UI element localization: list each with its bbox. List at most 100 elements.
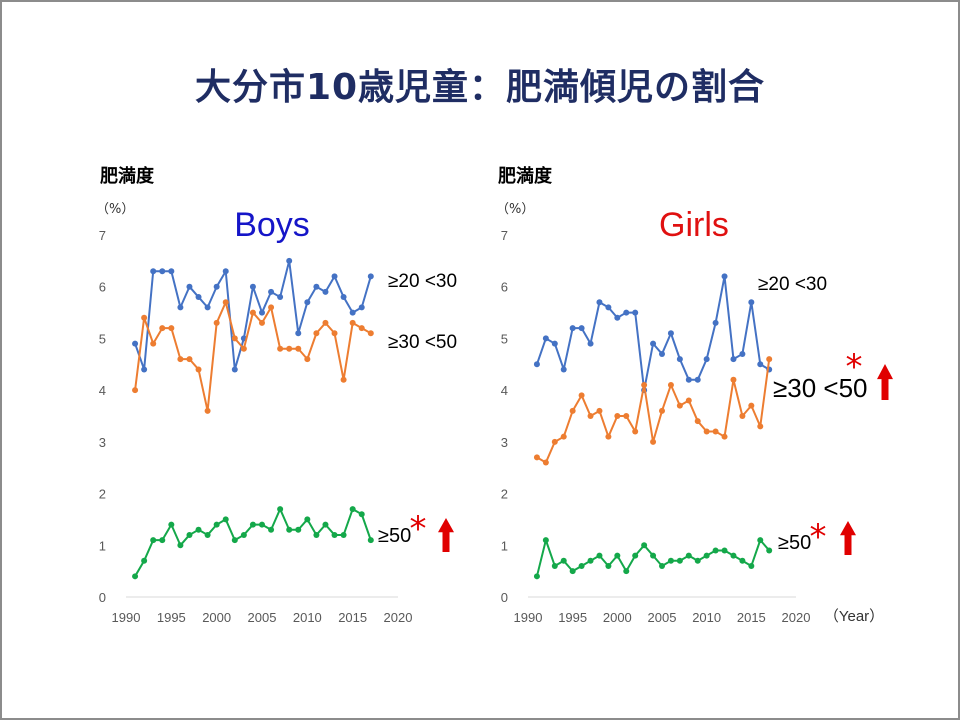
up-arrow-icon — [840, 521, 856, 555]
data-point — [650, 438, 657, 445]
data-point — [632, 552, 639, 559]
data-point — [659, 562, 665, 569]
data-point — [286, 345, 293, 352]
y-tick-label: 2 — [501, 487, 508, 502]
data-point — [286, 526, 293, 533]
y-tick-label: 2 — [99, 487, 106, 502]
data-point — [596, 407, 603, 414]
data-point — [349, 309, 356, 316]
data-point — [685, 552, 692, 559]
data-point — [195, 294, 202, 301]
data-point — [186, 283, 193, 290]
data-point — [240, 345, 247, 352]
y-tick-label: 1 — [99, 538, 106, 553]
x-tick-label: 2010 — [293, 610, 322, 625]
data-point — [186, 356, 193, 363]
data-point — [213, 319, 220, 326]
data-point — [623, 309, 630, 316]
y-tick-label: 6 — [99, 280, 106, 295]
y-tick-label: 3 — [501, 435, 508, 450]
data-point — [712, 428, 719, 435]
data-point — [685, 376, 692, 383]
y-tick-label: 6 — [501, 280, 508, 295]
data-point — [132, 387, 139, 394]
data-point — [259, 309, 265, 316]
data-point — [295, 330, 302, 337]
data-point — [712, 547, 719, 554]
data-point — [313, 330, 320, 337]
data-point — [569, 407, 576, 414]
data-point — [240, 531, 247, 538]
data-point — [703, 356, 710, 363]
data-point — [331, 273, 338, 280]
data-point — [132, 340, 139, 347]
x-tick-label: 2020 — [384, 610, 413, 625]
y-tick-label: 0 — [99, 590, 106, 605]
series-line — [134, 508, 372, 577]
data-point — [569, 568, 576, 575]
data-point — [204, 304, 211, 311]
data-point — [623, 568, 630, 575]
data-point — [322, 319, 329, 326]
data-point — [551, 562, 558, 569]
data-point — [249, 309, 256, 316]
series-label: ≥20 <30 — [758, 274, 827, 295]
series-label: ≥50 — [778, 532, 811, 554]
data-point — [542, 537, 549, 544]
data-point — [757, 361, 764, 368]
data-point — [177, 542, 184, 549]
significance-star: * — [410, 509, 427, 549]
series-label: ≥30 <50 — [388, 332, 457, 353]
data-point — [322, 521, 329, 528]
data-point — [587, 340, 594, 347]
y-axis-unit: （%） — [96, 202, 134, 217]
data-point — [213, 521, 220, 528]
data-point — [295, 345, 302, 352]
data-point — [659, 350, 665, 357]
data-point — [766, 547, 773, 554]
data-point — [349, 319, 356, 326]
data-point — [340, 531, 347, 538]
data-point — [249, 283, 256, 290]
data-point — [141, 366, 148, 373]
data-point — [533, 573, 540, 580]
y-axis-unit: （%） — [496, 202, 534, 217]
series-line — [535, 275, 770, 392]
data-point — [186, 531, 193, 538]
data-point — [231, 537, 238, 544]
data-point — [286, 257, 293, 264]
data-point — [304, 299, 311, 306]
data-point — [132, 573, 139, 580]
data-point — [295, 526, 302, 533]
data-point — [222, 299, 229, 306]
data-point — [721, 433, 728, 440]
series-label: ≥50 — [378, 525, 411, 547]
data-point — [551, 438, 558, 445]
x-tick-label: 2020 — [782, 610, 811, 625]
panel-title: Girls — [659, 206, 729, 244]
data-point — [277, 506, 284, 513]
data-point — [596, 552, 603, 559]
y-tick-label: 7 — [501, 228, 508, 243]
data-point — [694, 557, 701, 564]
data-point — [694, 376, 701, 383]
data-point — [204, 407, 211, 414]
data-point — [322, 288, 329, 295]
data-point — [667, 330, 674, 337]
data-point — [614, 552, 621, 559]
data-point — [542, 459, 549, 466]
y-tick-label: 1 — [501, 538, 508, 553]
data-point — [331, 531, 338, 538]
x-tick-label: 2015 — [737, 610, 766, 625]
data-point — [596, 299, 603, 306]
y-tick-label: 4 — [99, 383, 106, 398]
data-point — [177, 356, 184, 363]
series-line — [134, 301, 372, 412]
data-point — [150, 537, 157, 544]
significance-star: * — [846, 347, 863, 387]
data-point — [703, 428, 710, 435]
data-point — [623, 413, 630, 419]
y-tick-label: 7 — [99, 228, 106, 243]
